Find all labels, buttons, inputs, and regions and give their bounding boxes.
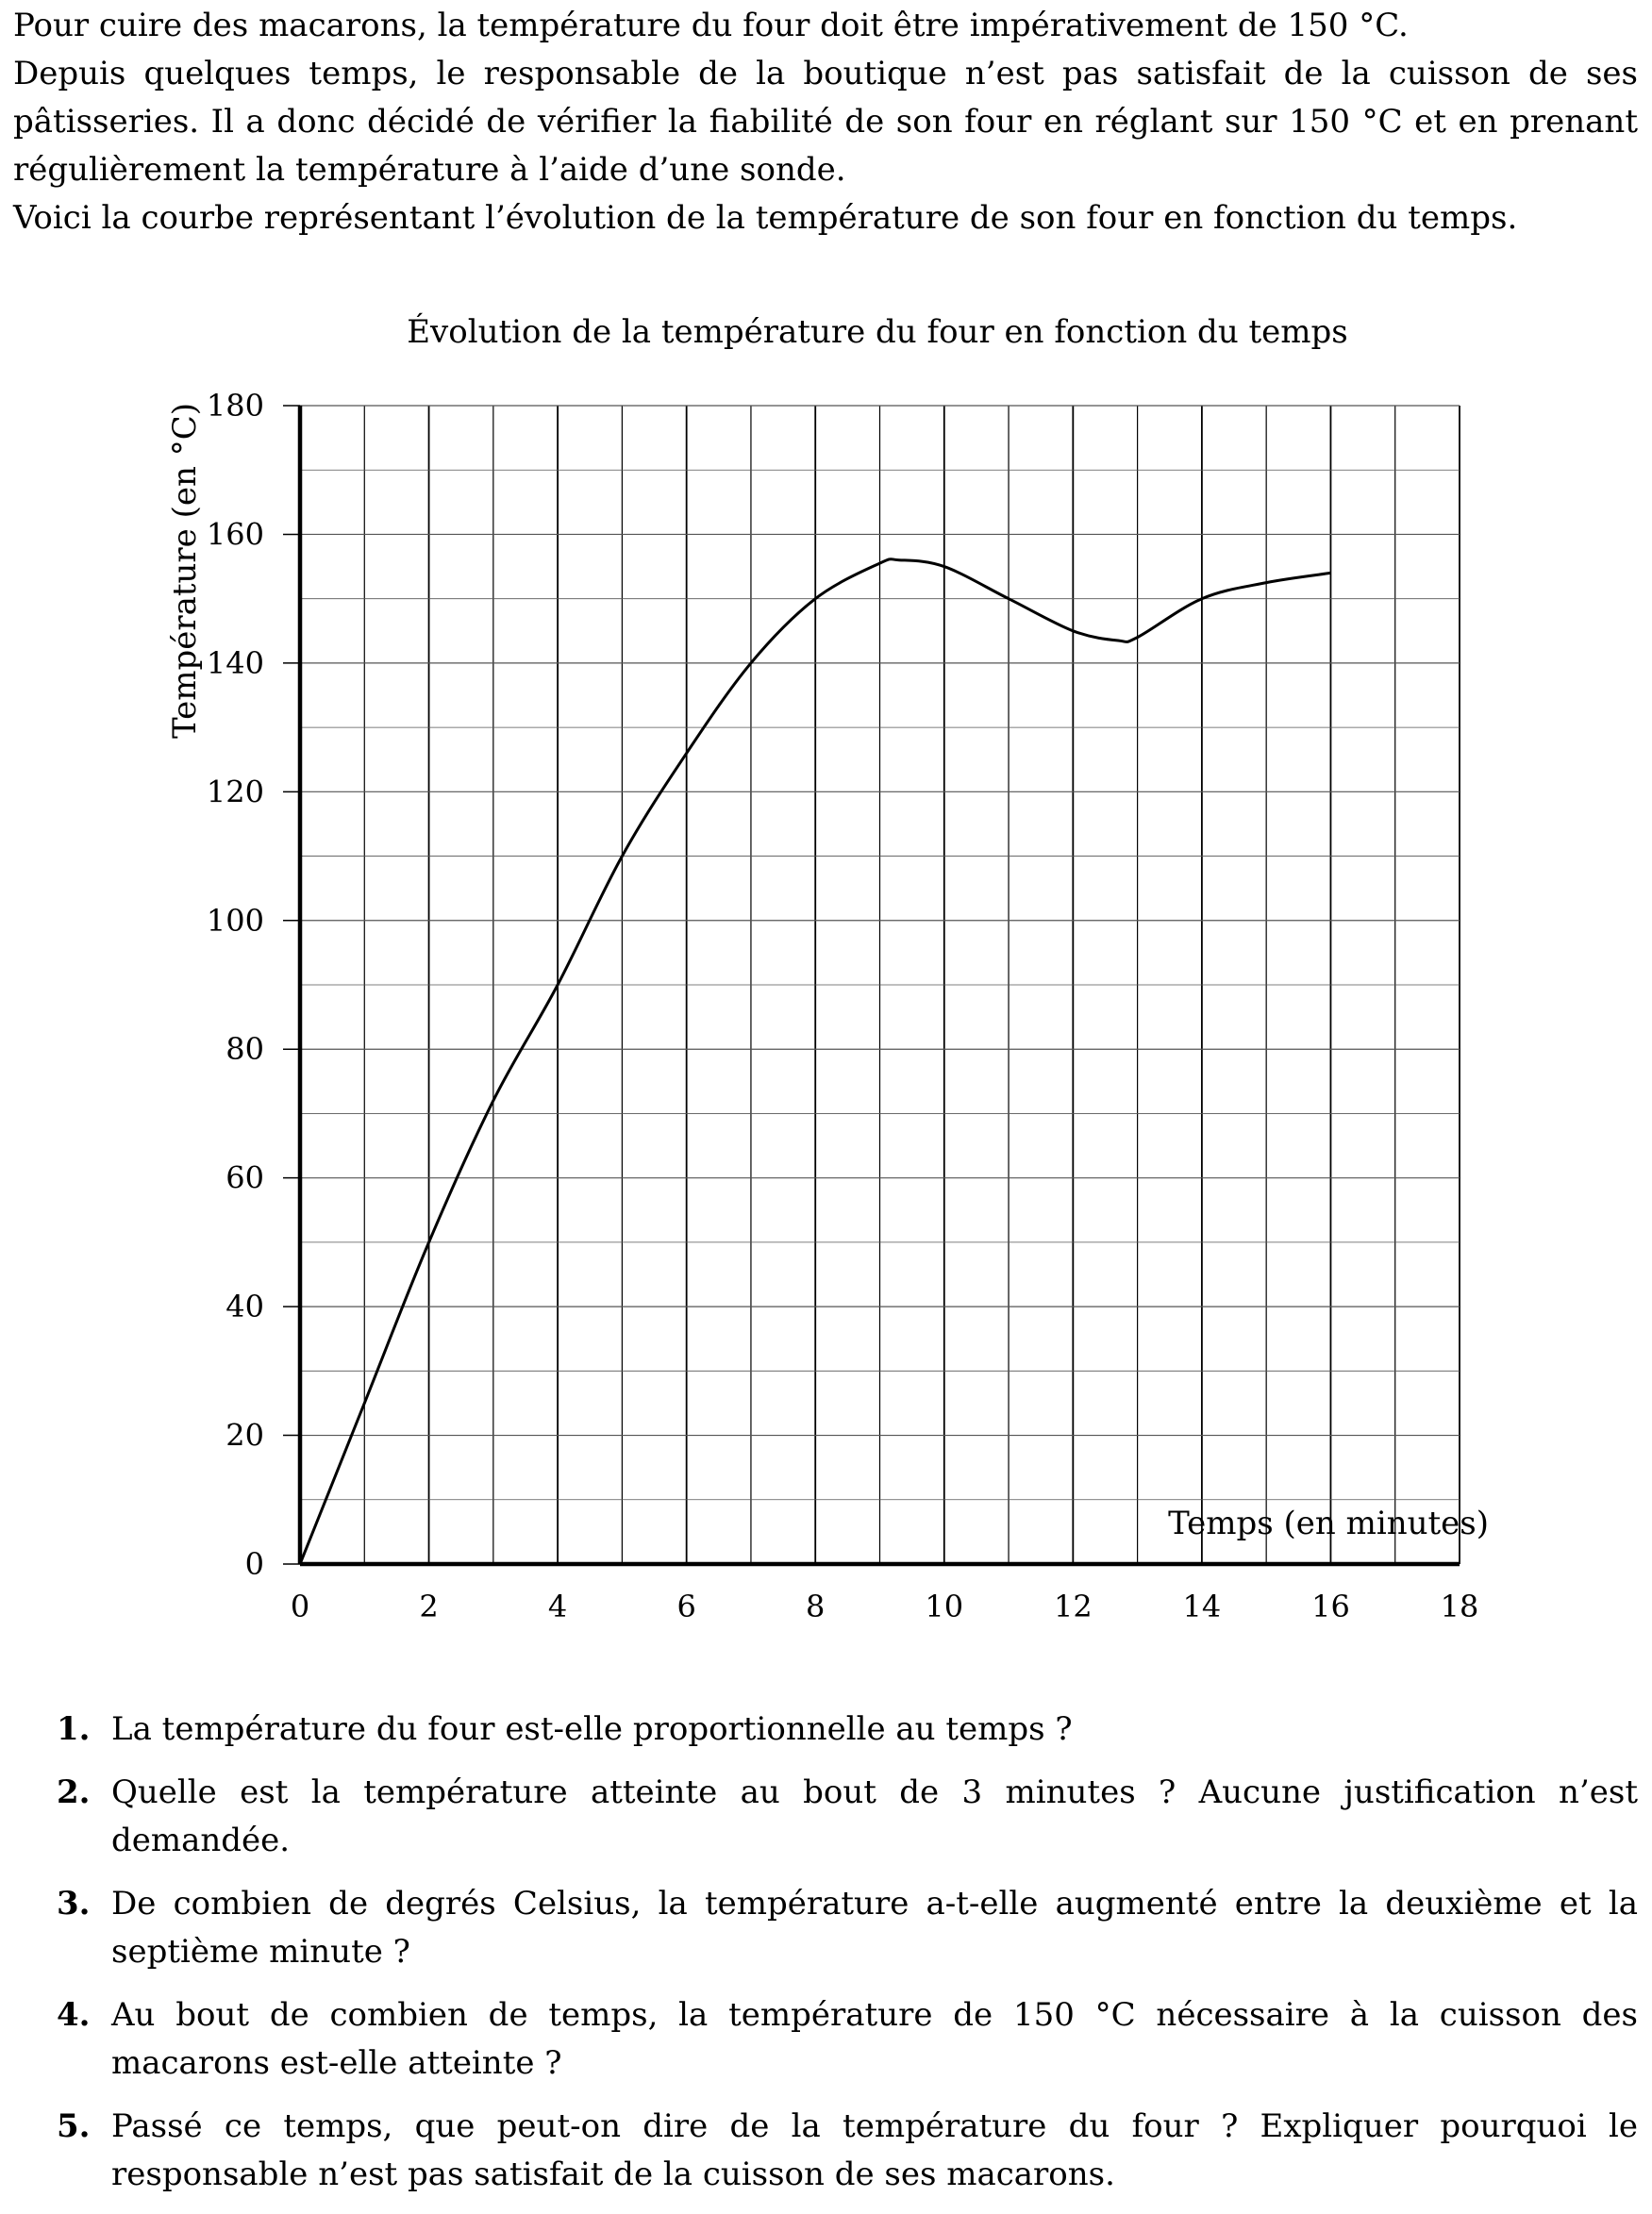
question-number: 1. (57, 1710, 91, 1748)
y-tick-label: 140 (207, 645, 264, 681)
y-tick-label: 40 (225, 1289, 264, 1324)
x-tick-label: 2 (419, 1589, 438, 1624)
question-item: 1. La température du four est-elle propor… (57, 1706, 1638, 1754)
y-tick-label: 60 (225, 1160, 264, 1196)
x-tick-label: 16 (1311, 1589, 1350, 1624)
question-text: Passé ce temps, que peut-on dire de la t… (111, 2107, 1638, 2193)
x-tick-label: 4 (548, 1589, 567, 1624)
x-tick-label: 18 (1441, 1589, 1479, 1624)
question-text: De combien de degrés Celsius, la tempéra… (111, 1885, 1638, 1971)
chart-axes (297, 406, 1460, 1567)
question-text: La température du four est-elle proporti… (111, 1710, 1073, 1748)
question-item: 2. Quelle est la température atteinte au … (57, 1769, 1638, 1865)
question-item: 5. Passé ce temps, que peut-on dire de la… (57, 2103, 1638, 2199)
question-number: 3. (57, 1885, 91, 1923)
question-item: 3. De combien de degrés Celsius, la tempé… (57, 1880, 1638, 1976)
question-number: 5. (57, 2107, 91, 2145)
y-tick-label: 80 (225, 1031, 264, 1067)
y-axis-label: Température (en °C) (166, 403, 204, 739)
y-tick-label: 120 (207, 774, 264, 809)
question-text: Quelle est la température atteinte au bo… (111, 1773, 1638, 1859)
temperature-chart: Évolution de la température du four en f… (166, 312, 1489, 1624)
question-text: Au bout de combien de temps, la températ… (111, 1996, 1638, 2082)
intro-paragraph-3: Voici la courbe représentant l’évolution… (13, 199, 1518, 237)
x-tick-label: 8 (806, 1589, 825, 1624)
question-list: 1. La température du four est-elle propor… (57, 1706, 1638, 2214)
intro-text: Pour cuire des macarons, la température … (13, 2, 1638, 242)
temperature-curve (298, 558, 1331, 1565)
question-number: 4. (57, 1996, 91, 2034)
x-tick-label: 0 (291, 1589, 309, 1624)
intro-paragraph-1: Pour cuire des macarons, la température … (13, 7, 1409, 44)
y-tick-label: 180 (207, 388, 264, 424)
y-tick-label: 100 (207, 903, 264, 939)
intro-paragraph-2: Depuis quelques temps, le responsable de… (13, 55, 1638, 189)
y-tick-label: 160 (207, 516, 264, 552)
y-tick-label: 0 (245, 1546, 264, 1582)
x-tick-label: 12 (1054, 1589, 1093, 1624)
y-tick-label: 20 (225, 1418, 264, 1454)
x-tick-label: 10 (925, 1589, 963, 1624)
x-tick-label: 14 (1183, 1589, 1222, 1624)
question-number: 2. (57, 1773, 91, 1811)
x-axis-ticks: 0 2 4 6 8 10 12 14 16 18 (291, 1589, 1479, 1624)
x-tick-label: 6 (676, 1589, 695, 1624)
y-axis-ticks: 0 20 40 60 80 100 120 140 160 180 (207, 388, 300, 1582)
question-item: 4. Au bout de combien de temps, la tempér… (57, 1991, 1638, 2088)
x-axis-label: Temps (en minutes) (1168, 1505, 1489, 1542)
chart-title: Évolution de la température du four en f… (407, 312, 1348, 351)
